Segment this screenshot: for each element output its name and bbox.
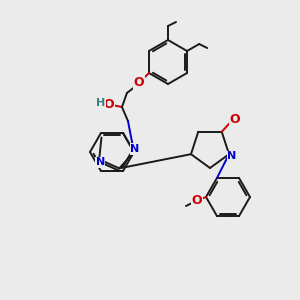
Text: O: O (134, 76, 144, 89)
Text: N: N (96, 158, 105, 167)
Text: O: O (103, 98, 114, 110)
Text: N: N (227, 151, 237, 161)
Text: O: O (192, 194, 202, 208)
Text: H: H (96, 98, 106, 108)
Text: N: N (130, 144, 140, 154)
Text: O: O (230, 113, 240, 126)
